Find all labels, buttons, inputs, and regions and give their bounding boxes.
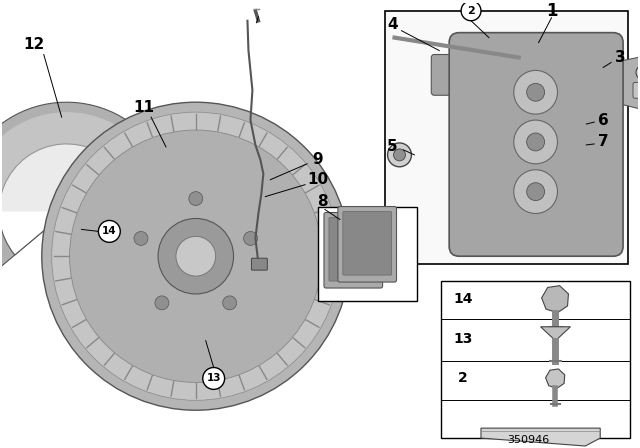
Wedge shape: [0, 144, 134, 255]
FancyBboxPatch shape: [338, 207, 397, 282]
Circle shape: [134, 232, 148, 246]
Text: 5: 5: [387, 139, 398, 155]
Text: 6: 6: [598, 112, 609, 128]
Polygon shape: [613, 52, 640, 112]
Bar: [385, 11, 628, 264]
Wedge shape: [0, 102, 176, 282]
Text: 8: 8: [317, 194, 327, 209]
Circle shape: [99, 220, 120, 242]
Circle shape: [514, 170, 557, 214]
Circle shape: [388, 143, 412, 167]
FancyBboxPatch shape: [431, 55, 465, 95]
Text: 14: 14: [102, 226, 116, 237]
Circle shape: [461, 1, 481, 21]
Text: 1: 1: [546, 2, 557, 20]
Circle shape: [155, 296, 169, 310]
Circle shape: [189, 192, 203, 206]
Circle shape: [52, 112, 340, 401]
Text: 350946: 350946: [508, 435, 550, 445]
Polygon shape: [481, 428, 600, 446]
Text: 13: 13: [207, 374, 221, 383]
FancyBboxPatch shape: [329, 217, 378, 281]
Text: 2: 2: [458, 371, 468, 385]
Circle shape: [223, 296, 237, 310]
FancyBboxPatch shape: [324, 212, 383, 288]
Circle shape: [527, 183, 545, 201]
Text: 11: 11: [134, 99, 155, 115]
Text: 3: 3: [615, 50, 625, 65]
Circle shape: [394, 149, 406, 161]
Circle shape: [514, 70, 557, 114]
Circle shape: [42, 102, 350, 410]
Polygon shape: [545, 369, 564, 388]
Text: 7: 7: [598, 134, 609, 150]
Text: 2: 2: [467, 6, 475, 16]
Bar: [441, 281, 630, 438]
Wedge shape: [0, 112, 143, 211]
Text: 12: 12: [23, 37, 44, 52]
Text: 14: 14: [453, 292, 473, 306]
Text: 13: 13: [453, 332, 473, 346]
Circle shape: [158, 219, 234, 294]
Circle shape: [636, 65, 640, 79]
Bar: [2, 197, 131, 226]
Polygon shape: [541, 327, 570, 340]
Circle shape: [244, 232, 257, 246]
Text: 4: 4: [387, 17, 398, 32]
FancyBboxPatch shape: [449, 33, 623, 256]
Circle shape: [176, 237, 216, 276]
Circle shape: [527, 83, 545, 101]
Circle shape: [527, 133, 545, 151]
FancyBboxPatch shape: [633, 82, 640, 98]
Text: 9: 9: [313, 152, 323, 168]
Circle shape: [514, 120, 557, 164]
Bar: [318, 207, 417, 301]
Circle shape: [70, 130, 322, 383]
Circle shape: [203, 367, 225, 389]
Polygon shape: [541, 286, 568, 313]
Text: 10: 10: [307, 172, 328, 187]
FancyBboxPatch shape: [252, 258, 268, 270]
FancyBboxPatch shape: [343, 211, 392, 275]
